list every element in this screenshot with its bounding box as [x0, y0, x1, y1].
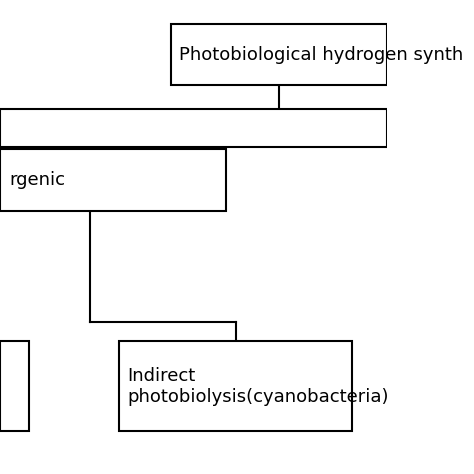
Text: Photobiological hydrogen synth: Photobiological hydrogen synth — [179, 46, 463, 64]
Bar — [119, 341, 352, 431]
Text: Indirect
photobiolysis(cyanobacteria): Indirect photobiolysis(cyanobacteria) — [128, 367, 389, 406]
Bar — [171, 24, 387, 85]
Bar — [0, 341, 29, 431]
Text: rgenic: rgenic — [9, 171, 66, 189]
Bar — [0, 109, 387, 147]
Bar — [0, 149, 226, 211]
